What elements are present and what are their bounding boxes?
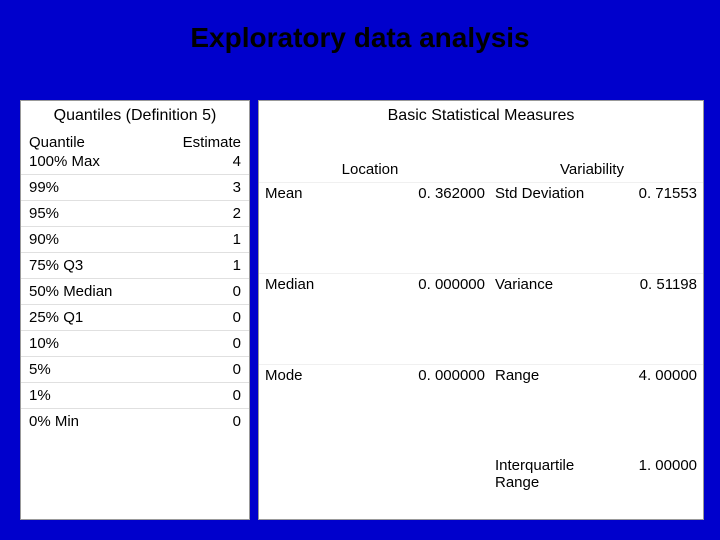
quantile-row: 10%0 (21, 330, 249, 356)
quantile-label: 100% Max (29, 153, 177, 170)
page-title: Exploratory data analysis (0, 0, 720, 66)
location-name: Mean (259, 185, 339, 202)
variability-name: Range (491, 367, 617, 384)
quantile-label: 1% (29, 387, 177, 404)
quantile-row: 100% Max4 (21, 153, 249, 174)
quantile-value: 4 (177, 153, 243, 170)
estimate-col-label: Estimate (177, 134, 243, 151)
quantiles-header-row: Quantile Estimate (21, 131, 249, 153)
quantile-value: 3 (177, 179, 243, 196)
quantile-label: 90% (29, 231, 177, 248)
stats-heading: Basic Statistical Measures (259, 101, 703, 131)
quantile-label: 10% (29, 335, 177, 352)
quantile-value: 0 (177, 387, 243, 404)
stat-row: Interquartile Range1. 00000 (259, 455, 703, 491)
quantile-row: 5%0 (21, 356, 249, 382)
quantile-label: 50% Median (29, 283, 177, 300)
variability-name: Std Deviation (491, 185, 617, 202)
quantile-value: 0 (177, 309, 243, 326)
quantile-label: 75% Q3 (29, 257, 177, 274)
quantile-col-label: Quantile (29, 134, 177, 151)
quantile-row: 99%3 (21, 174, 249, 200)
quantile-value: 0 (177, 361, 243, 378)
location-value: 0. 000000 (339, 276, 491, 293)
quantile-row: 0% Min0 (21, 408, 249, 434)
quantile-label: 5% (29, 361, 177, 378)
location-name: Median (259, 276, 339, 293)
variability-name: Variance (491, 276, 617, 293)
quantile-label: 25% Q1 (29, 309, 177, 326)
location-name: Mode (259, 367, 339, 384)
quantile-label: 95% (29, 205, 177, 222)
stats-subheads: Location Variability (259, 131, 703, 182)
variability-label: Variability (481, 161, 703, 178)
variability-name: Interquartile Range (491, 457, 617, 491)
quantile-value: 0 (177, 413, 243, 430)
variability-value: 1. 00000 (617, 457, 703, 474)
quantile-value: 2 (177, 205, 243, 222)
quantile-row: 75% Q31 (21, 252, 249, 278)
quantile-value: 1 (177, 231, 243, 248)
variability-value: 0. 71553 (617, 185, 703, 202)
location-label: Location (259, 161, 481, 178)
quantiles-panel: Quantiles (Definition 5) Quantile Estima… (20, 100, 250, 520)
quantile-value: 0 (177, 335, 243, 352)
variability-value: 4. 00000 (617, 367, 703, 384)
stat-row: Median0. 000000Variance0. 51198 (259, 273, 703, 364)
variability-value: 0. 51198 (617, 276, 703, 293)
quantile-value: 0 (177, 283, 243, 300)
quantile-value: 1 (177, 257, 243, 274)
quantile-row: 25% Q10 (21, 304, 249, 330)
stat-row: Mode0. 000000Range4. 00000 (259, 364, 703, 455)
location-value: 0. 000000 (339, 367, 491, 384)
quantile-row: 90%1 (21, 226, 249, 252)
quantile-row: 1%0 (21, 382, 249, 408)
quantile-row: 95%2 (21, 200, 249, 226)
quantile-row: 50% Median0 (21, 278, 249, 304)
quantiles-heading: Quantiles (Definition 5) (21, 101, 249, 131)
location-value: 0. 362000 (339, 185, 491, 202)
quantile-label: 99% (29, 179, 177, 196)
quantile-label: 0% Min (29, 413, 177, 430)
stats-panel: Basic Statistical Measures Location Vari… (258, 100, 704, 520)
stat-row: Mean0. 362000Std Deviation0. 71553 (259, 182, 703, 273)
